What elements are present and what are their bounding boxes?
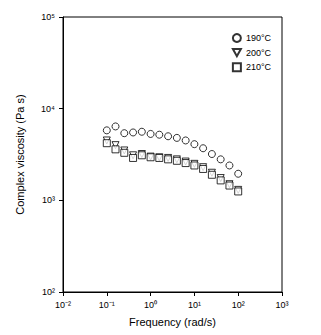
svg-text:10⁻²: 10⁻² xyxy=(55,300,71,310)
svg-text:10³: 10³ xyxy=(42,195,55,205)
svg-text:190°C: 190°C xyxy=(246,33,272,43)
svg-text:Frequency (rad/s): Frequency (rad/s) xyxy=(129,316,216,328)
svg-text:200°C: 200°C xyxy=(246,48,272,58)
svg-text:10²: 10² xyxy=(232,300,245,310)
svg-text:Complex viscosity (Pa s): Complex viscosity (Pa s) xyxy=(14,94,26,214)
svg-text:10³: 10³ xyxy=(275,300,288,310)
svg-text:10⁴: 10⁴ xyxy=(41,104,55,114)
svg-text:10²: 10² xyxy=(42,287,55,297)
svg-text:10¹: 10¹ xyxy=(188,300,201,310)
svg-text:10⁵: 10⁵ xyxy=(41,12,55,22)
svg-text:10⁻¹: 10⁻¹ xyxy=(99,300,115,310)
svg-text:10⁰: 10⁰ xyxy=(144,300,157,310)
svg-text:210°C: 210°C xyxy=(246,62,272,72)
